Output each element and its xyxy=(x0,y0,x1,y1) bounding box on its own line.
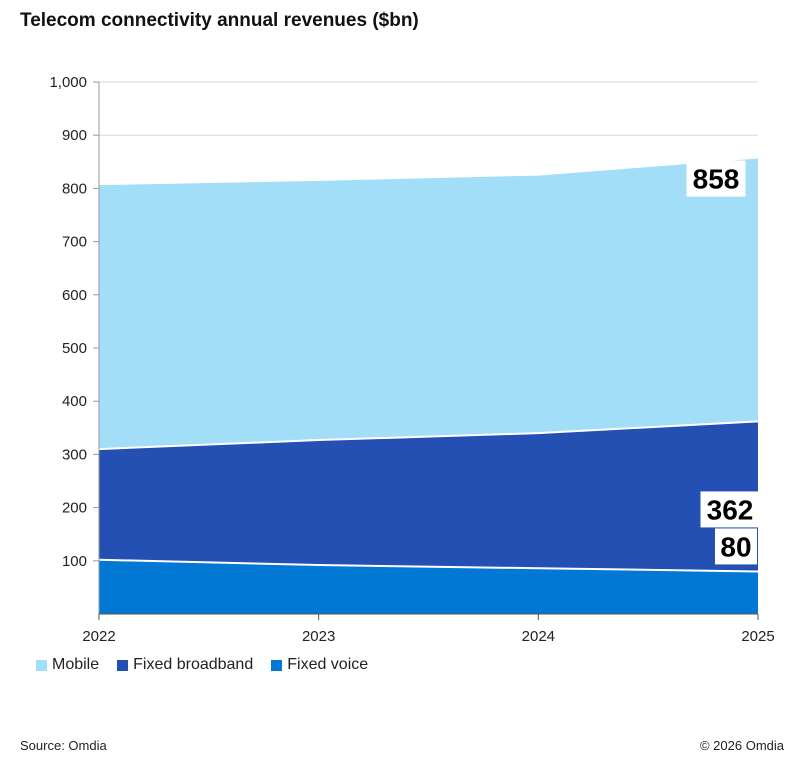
legend-label-mobile: Mobile xyxy=(52,656,100,673)
end-value-label: 80 xyxy=(720,531,751,562)
y-tick-label: 700 xyxy=(62,234,87,251)
y-tick-label: 100 xyxy=(62,553,87,570)
end-label-box xyxy=(715,528,757,565)
series-boundary-line xyxy=(98,156,759,186)
y-tick-label: 500 xyxy=(62,340,87,357)
x-tick-label: 2024 xyxy=(522,628,555,645)
end-value-label: 858 xyxy=(693,164,740,195)
area-mobile xyxy=(99,157,758,450)
y-tick-label: 900 xyxy=(62,127,87,144)
x-tick-label: 2025 xyxy=(741,628,774,645)
legend-swatch-mobile xyxy=(36,659,47,671)
legend-item-fixed-voice: Fixed voice xyxy=(271,656,368,674)
series-boundary-line xyxy=(98,420,759,451)
source-note: Source: Omdia xyxy=(20,738,107,753)
end-label-box xyxy=(686,160,746,197)
y-tick-label: 1,000 xyxy=(49,74,87,91)
legend-label-fixed-voice: Fixed voice xyxy=(287,656,369,673)
x-tick-label: 2023 xyxy=(302,628,335,645)
y-tick-label: 600 xyxy=(62,287,87,304)
y-tick-label: 800 xyxy=(62,180,87,197)
y-tick-label: 400 xyxy=(62,393,87,410)
area-fixed-broadband xyxy=(99,421,758,572)
y-tick-label: 300 xyxy=(62,446,87,463)
legend-item-mobile: Mobile xyxy=(36,656,99,674)
legend-swatch-fixed-voice xyxy=(271,659,283,671)
legend: Mobile Fixed broadband Fixed voice xyxy=(36,656,368,674)
area-fixed-voice xyxy=(99,559,758,614)
copyright-note: © 2026 Omdia xyxy=(699,738,784,753)
legend-swatch-fixed-broadband xyxy=(117,659,129,671)
legend-item-fixed-broadband: Fixed broadband xyxy=(117,656,253,674)
chart-title: Telecom connectivity annual revenues ($b… xyxy=(20,10,419,31)
y-tick-label: 200 xyxy=(62,500,87,517)
end-value-label: 362 xyxy=(707,494,754,525)
x-tick-label: 2022 xyxy=(82,628,115,645)
end-label-box xyxy=(700,491,760,528)
legend-label-fixed-broadband: Fixed broadband xyxy=(133,656,254,673)
series-boundary-line xyxy=(98,558,759,573)
